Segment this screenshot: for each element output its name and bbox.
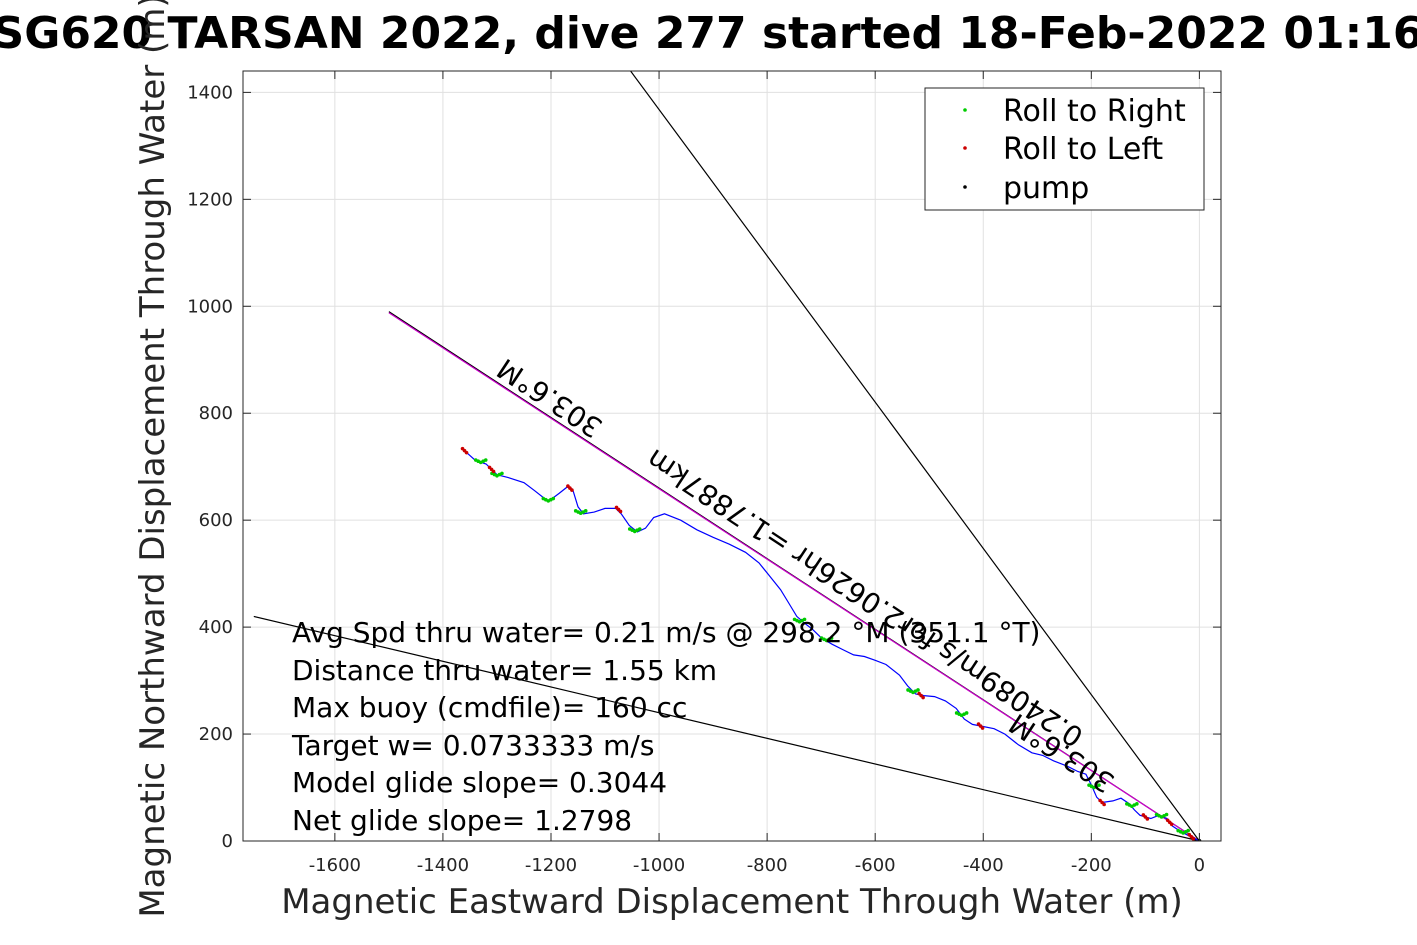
roll-left-marker	[1145, 817, 1150, 821]
roll-right-marker	[916, 688, 920, 692]
roll-left-marker	[1102, 802, 1106, 807]
annotation-avg-speed: Avg Spd thru water= 0.21 m/s @ 298.2 °M …	[292, 616, 1040, 649]
x-tick-label: -1600	[309, 855, 361, 876]
annotation-distance: Distance thru water= 1.55 km	[292, 654, 717, 687]
y-tick-label: 1200	[187, 189, 233, 210]
reference-line	[253, 615, 1200, 841]
roll-right-marker	[964, 711, 969, 715]
legend-marker-roll-left	[963, 146, 967, 150]
reference-line	[629, 71, 1200, 841]
annotation-max-buoy: Max buoy (cmdfile)= 160 cc	[292, 691, 687, 724]
annotation-model-glide: Model glide slope= 0.3044	[292, 766, 667, 799]
y-tick-label: 1400	[187, 82, 233, 103]
track	[460, 446, 1202, 841]
legend-marker-pump	[963, 185, 967, 189]
track-line	[464, 450, 1200, 841]
roll-left-marker	[570, 488, 574, 492]
y-tick-label: 400	[199, 617, 233, 638]
legend: Roll to Right Roll to Left pump	[924, 87, 1205, 211]
y-axis-label: Magnetic Northward Displacement Through …	[133, 0, 173, 918]
y-tick-label: 200	[199, 724, 233, 745]
plot-frame	[242, 70, 1222, 842]
chart-title: SG620 TARSAN 2022, dive 277 started 18-F…	[0, 8, 1417, 59]
roll-right-marker	[551, 496, 556, 501]
roll-left-marker	[491, 469, 496, 474]
x-tick-label: -600	[855, 855, 896, 876]
legend-box	[924, 87, 1205, 211]
ticks: -1600 -1400 -1200 -1000 -800 -600 -400 -200 0 0 20…	[187, 71, 1221, 876]
legend-label-roll-left: Roll to Left	[1003, 132, 1163, 167]
x-tick-label: 0	[1194, 855, 1205, 876]
x-tick-label: -200	[1071, 855, 1112, 876]
roll-left-marker	[980, 726, 985, 730]
roll-left-marker	[1169, 822, 1174, 827]
roll-right-marker	[1097, 783, 1101, 787]
roll-right-marker	[500, 471, 504, 476]
roll-right-marker	[637, 527, 642, 531]
roll-left-marker	[464, 450, 469, 455]
roll-left-marker	[1191, 836, 1196, 841]
y-tick-label: 1000	[187, 296, 233, 317]
x-tick-label: -400	[963, 855, 1004, 876]
x-tick-label: -800	[747, 855, 788, 876]
legend-label-roll-right: Roll to Right	[1003, 94, 1186, 129]
y-tick-label: 600	[199, 510, 233, 531]
annotation-net-glide: Net glide slope= 1.2798	[292, 804, 632, 837]
roll-right-marker	[583, 509, 588, 513]
roll-left-marker	[618, 509, 623, 514]
annotation-target-w: Target w= 0.0733333 m/s	[291, 729, 654, 762]
roll-left-marker	[921, 695, 925, 700]
roll-right-marker	[1135, 802, 1139, 806]
annotation-block: Avg Spd thru water= 0.21 m/s @ 298.2 °M …	[291, 616, 1040, 837]
x-tick-label: -1000	[633, 855, 685, 876]
reference-line	[388, 312, 1200, 841]
roll-right-marker	[802, 617, 807, 622]
legend-label-pump: pump	[1003, 171, 1089, 206]
legend-marker-roll-right	[963, 108, 967, 112]
roll-right-marker	[829, 636, 834, 640]
reference-lines	[253, 71, 1200, 841]
y-tick-label: 0	[222, 831, 233, 852]
x-tick-label: -1200	[525, 855, 577, 876]
roll-right-marker	[483, 458, 488, 462]
roll-right-marker	[1186, 828, 1190, 833]
x-axis-label: Magnetic Eastward Displacement Through W…	[281, 882, 1183, 922]
y-tick-label: 800	[199, 403, 233, 424]
x-tick-label: -1400	[417, 855, 469, 876]
roll-right-marker	[1164, 812, 1169, 817]
